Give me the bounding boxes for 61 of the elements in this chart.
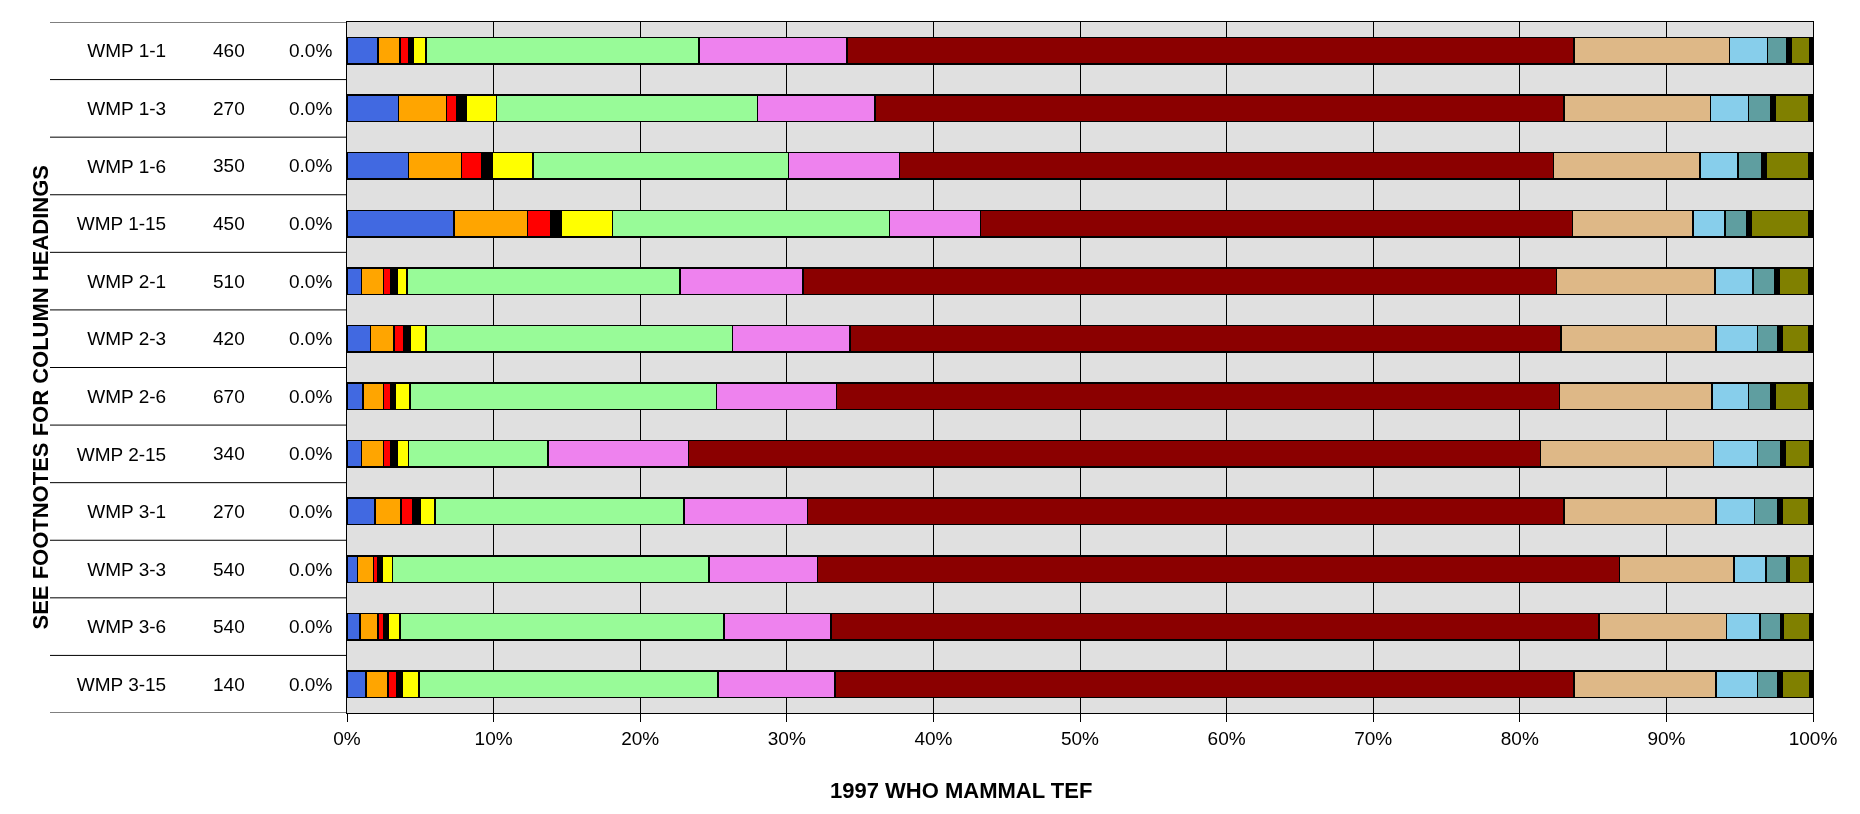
bar: [1774, 382, 1810, 411]
bar: [1774, 94, 1810, 123]
x-tick-label: 60%: [1207, 727, 1246, 749]
y-tick-label: WMP 3-1: [87, 501, 167, 523]
text: 350: [213, 155, 245, 176]
bar: [1790, 36, 1811, 65]
y-axis-title: SEE FOOTNOTES FOR COLUMN HEADINGS: [27, 165, 53, 630]
y-tick-label: WMP 3-3: [87, 558, 167, 580]
x-tick-label: 0%: [333, 727, 361, 749]
x-tick-label: 70%: [1354, 727, 1393, 749]
y-tick-label: WMP 1-1: [87, 40, 167, 62]
bar: [1788, 555, 1811, 584]
text: 270: [213, 98, 245, 119]
text: 0.0%: [289, 386, 333, 407]
text: 420: [213, 328, 245, 349]
bar: [1781, 497, 1810, 526]
text: 670: [213, 386, 245, 407]
x-tick-label: 100%: [1788, 727, 1838, 749]
text: 0.0%: [289, 674, 333, 695]
text: 340: [213, 443, 245, 464]
text: 140: [213, 674, 245, 695]
text: 0.0%: [289, 271, 333, 292]
bar: [1750, 209, 1810, 238]
bar: [1781, 670, 1811, 699]
x-tick-label: 40%: [914, 727, 953, 749]
x-tick-label: 90%: [1647, 727, 1686, 749]
text: 510: [213, 271, 245, 292]
text: 0.0%: [289, 40, 333, 61]
y-tick-label: WMP 1-3: [87, 98, 167, 120]
y-tick-label: WMP 3-15: [76, 673, 167, 695]
text: 0.0%: [289, 559, 333, 580]
text: 0.0%: [289, 213, 333, 234]
text: 0.0%: [289, 501, 333, 522]
x-tick-label: 10%: [474, 727, 513, 749]
x-axis-title: 1997 WHO MAMMAL TEF: [830, 778, 1093, 803]
text: 0.0%: [289, 155, 333, 176]
x-tick-label: 50%: [1060, 727, 1100, 749]
text: 540: [213, 559, 245, 580]
x-tick-label: 80%: [1500, 727, 1539, 749]
bar: [1778, 267, 1810, 296]
text: 0.0%: [289, 443, 333, 464]
bar: [1784, 439, 1811, 468]
text: 0.0%: [289, 98, 333, 119]
x-tick-label: 20%: [621, 727, 660, 749]
text: 0.0%: [289, 328, 333, 349]
y-tick-label: WMP 2-3: [87, 328, 167, 350]
y-tick-label: WMP 2-1: [87, 270, 167, 292]
text: 460: [213, 40, 245, 61]
text: 450: [213, 213, 245, 234]
x-tick-label: 30%: [767, 727, 806, 749]
y-tick-label: WMP 2-15: [76, 443, 167, 465]
y-tick-label: WMP 1-15: [76, 213, 167, 235]
text: 0.0%: [289, 616, 333, 637]
bar: [1765, 151, 1810, 180]
y-tick-label: WMP 1-6: [87, 155, 167, 177]
bar: [1782, 612, 1811, 641]
text: 540: [213, 616, 245, 637]
y-tick-label: WMP 3-6: [87, 616, 167, 638]
y-tick-label: WMP 2-6: [87, 385, 167, 407]
bar: [1781, 324, 1810, 353]
text: 270: [213, 501, 245, 522]
